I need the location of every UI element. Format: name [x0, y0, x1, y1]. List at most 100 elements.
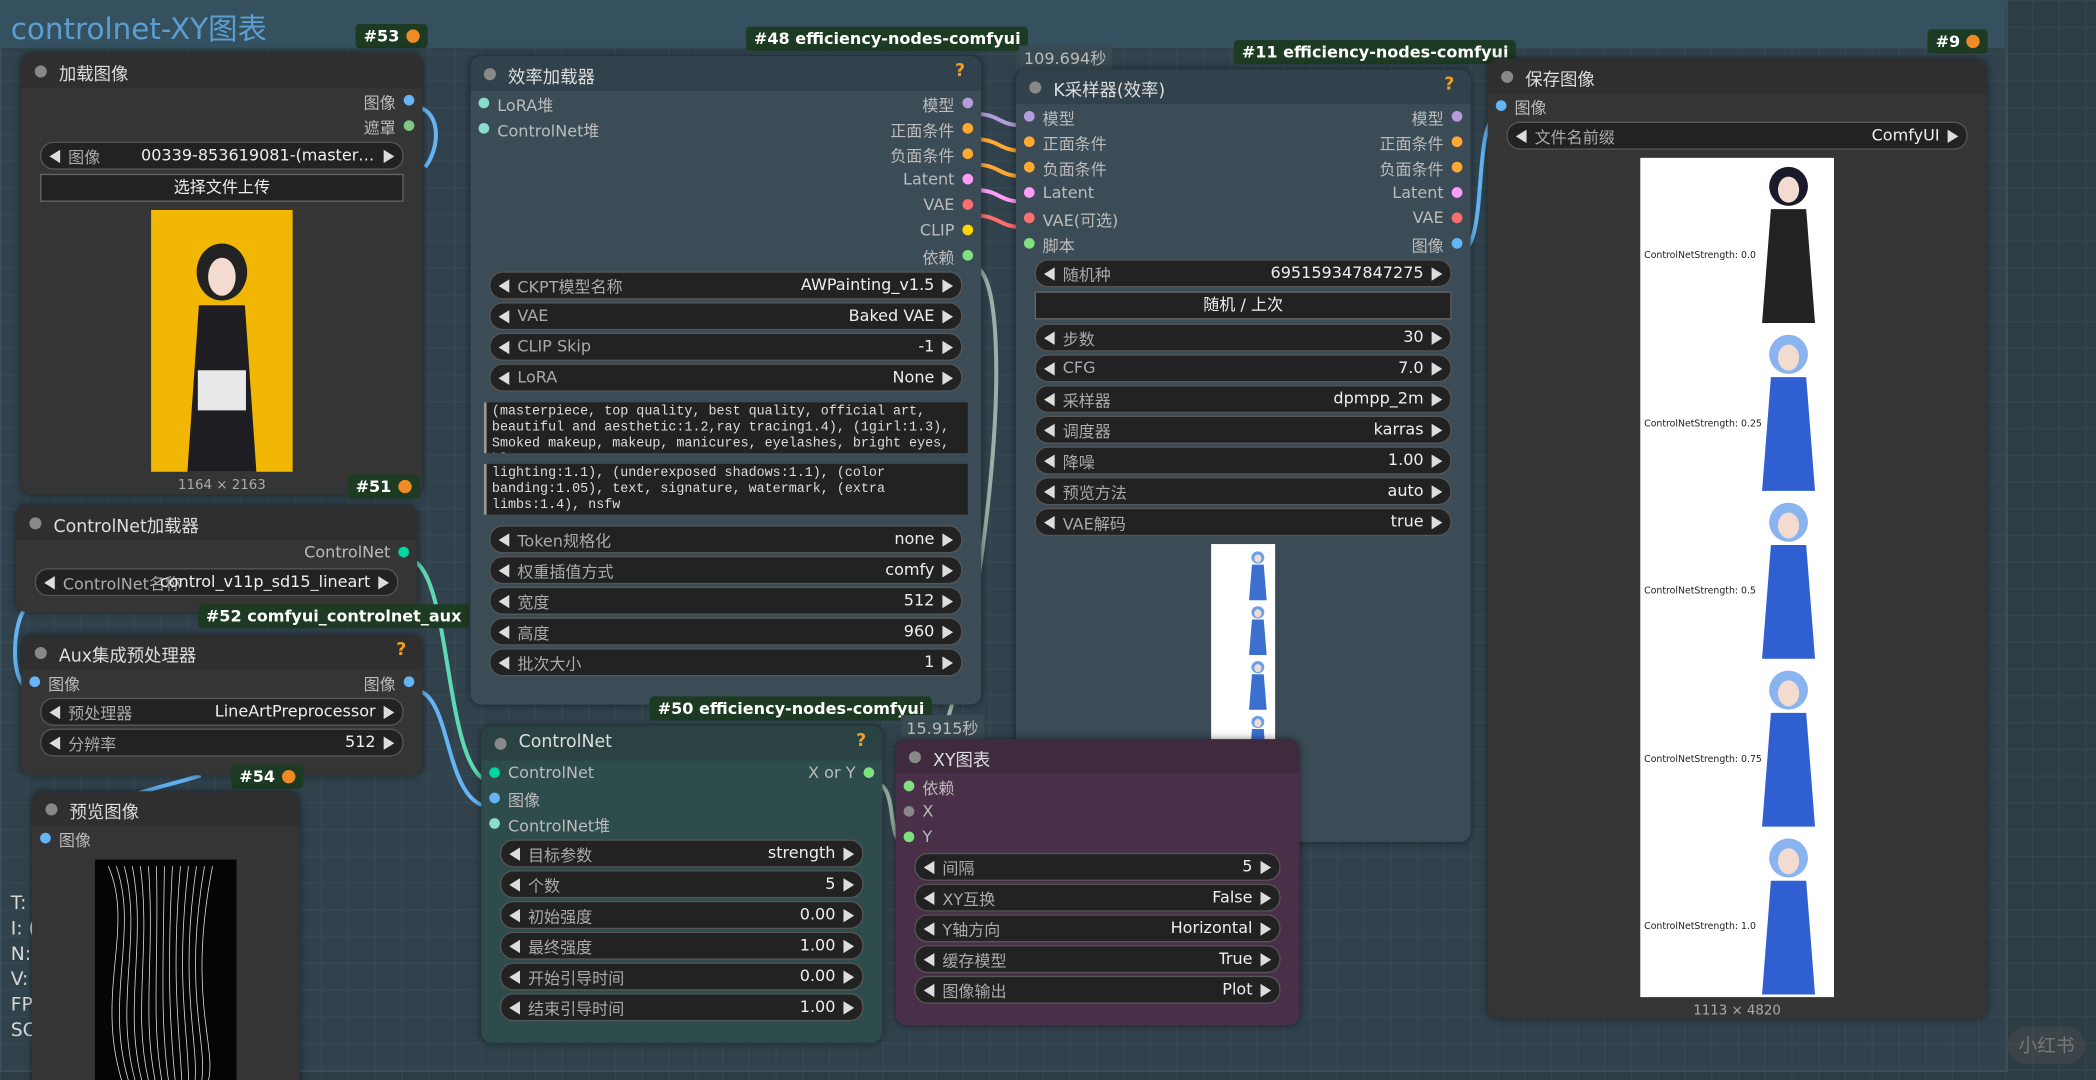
image-shape: [1254, 664, 1262, 673]
widget[interactable]: VAE Baked VAE: [489, 302, 963, 331]
button[interactable]: 随机 / 上次: [1034, 291, 1452, 320]
slot-dot: [1023, 161, 1035, 173]
image-size: 1113 × 4820: [1693, 1003, 1781, 1019]
help-icon[interactable]: ?: [1444, 74, 1455, 95]
output-slot: Latent: [903, 169, 955, 189]
image-shape: [147, 866, 156, 1080]
output-slot: 图像: [1411, 236, 1444, 256]
widget[interactable]: 高度 960: [489, 617, 963, 646]
widget-label: 分辨率: [68, 735, 117, 754]
input-slot: VAE(可选): [1042, 211, 1119, 230]
help-icon[interactable]: ?: [396, 640, 407, 661]
widget[interactable]: ControlNet名称 control_v11p_sd15_lineart: [34, 568, 399, 597]
image-shape: [169, 866, 176, 1080]
widget-label: 权重插值方式: [517, 562, 614, 582]
widget-label: 预览方法: [1062, 483, 1127, 503]
widget-value: 1.00: [1387, 450, 1424, 470]
node-header: ControlNet?: [481, 725, 883, 761]
arrow-left: [509, 939, 520, 954]
help-icon[interactable]: ?: [856, 731, 867, 752]
widget[interactable]: 文件名前缀 ComfyUI: [1506, 121, 1968, 150]
widget[interactable]: 目标参数 strength: [499, 839, 864, 868]
widget[interactable]: 图像 00339-853619081-(masterpiece, t…: [40, 141, 404, 170]
arrow-right: [1260, 922, 1272, 936]
arrow-right: [1431, 515, 1443, 530]
arrow-left: [1043, 423, 1055, 438]
badge-icon: [1966, 34, 1981, 49]
widget-value: control_v11p_sd15_lineart: [159, 572, 371, 591]
arrow-right: [1431, 331, 1443, 345]
node-title: 加载图像: [58, 65, 129, 86]
arrow-left: [498, 533, 510, 547]
arrow-left: [923, 983, 935, 998]
widget-value: 1: [924, 652, 935, 672]
widget[interactable]: CKPT模型名称 AWPainting_v1.5: [489, 271, 963, 300]
widget[interactable]: 批次大小 1: [489, 648, 963, 677]
widget[interactable]: 个数 5: [499, 870, 864, 899]
arrow-left: [498, 564, 510, 578]
widget[interactable]: 初始强度 0.00: [499, 900, 864, 930]
node: ControlNet? ControlNet X or Y 图像 ControlNet堆…: [481, 725, 883, 1043]
node-header: 预览图像: [32, 791, 300, 827]
widget[interactable]: 降噪 1.00: [1034, 446, 1452, 475]
widget[interactable]: LoRA None: [489, 363, 963, 392]
arrow-left: [509, 847, 520, 861]
node-badge: #53: [355, 24, 428, 49]
arrow-right: [1431, 392, 1443, 407]
slot-dot: [1023, 212, 1035, 224]
slot-row: Y: [896, 825, 1300, 850]
node: 效率加载器? LoRA堆 模型 ControlNet堆 正面条件 负面条件 Latent VA…: [470, 56, 982, 705]
widget[interactable]: 调度器 karras: [1034, 415, 1452, 444]
prompt-text[interactable]: lighting:1.1), (underexposed shadows:1.1…: [483, 463, 968, 515]
slot-dot: [1023, 110, 1035, 122]
widget[interactable]: Y轴方向 Horizontal: [914, 914, 1281, 943]
widget[interactable]: 宽度 512: [489, 586, 963, 615]
widget[interactable]: XY互换 False: [914, 883, 1281, 912]
help-icon[interactable]: ?: [955, 61, 966, 82]
slot-dot: [1023, 136, 1035, 148]
run-time: 15.915秒: [900, 715, 984, 741]
widget[interactable]: 结束引导时间 1.00: [499, 993, 864, 1022]
widget-value: 695159347847275: [1270, 263, 1424, 283]
widget[interactable]: 最终强度 1.00: [499, 931, 864, 960]
widget-label: XY互换: [942, 890, 996, 909]
widget[interactable]: 采样器 dpmpp_2m: [1034, 384, 1452, 414]
output-slot: 图像: [363, 93, 396, 113]
widget[interactable]: Token规格化 none: [489, 525, 963, 554]
arrow-right: [942, 594, 954, 609]
slot-row: ControlNet堆: [481, 811, 882, 836]
image-shape: [1762, 544, 1816, 659]
widget[interactable]: CFG 7.0: [1034, 354, 1452, 383]
image-shape: [201, 866, 213, 1080]
widget-label: VAE: [517, 306, 549, 325]
arrow-left: [49, 149, 61, 164]
widget[interactable]: CLIP Skip -1: [489, 332, 963, 361]
image-shape: [1777, 176, 1800, 203]
arrow-left: [1043, 331, 1055, 345]
link: [405, 556, 494, 784]
arrow-left: [509, 970, 520, 984]
widget-label: 批次大小: [517, 654, 582, 674]
widget[interactable]: 图像输出 Plot: [914, 975, 1281, 1004]
widget[interactable]: 预处理器 LineArtPreprocessor: [40, 697, 404, 726]
widget[interactable]: VAE解码 true: [1034, 507, 1452, 537]
widget[interactable]: 开始引导时间 0.00: [499, 962, 864, 991]
arrow-left: [923, 922, 935, 936]
widget-value: 1.00: [799, 997, 836, 1016]
widget[interactable]: 步数 30: [1034, 323, 1452, 352]
node-dot: [483, 68, 496, 81]
widget[interactable]: 随机种 695159347847275: [1034, 259, 1452, 288]
widget[interactable]: 预览方法 auto: [1034, 477, 1452, 506]
slot-dot: [962, 122, 974, 134]
widget[interactable]: 分辨率 512: [40, 728, 404, 757]
slot-dot: [403, 676, 415, 688]
button[interactable]: 选择文件上传: [40, 173, 404, 202]
widget[interactable]: 缓存模型 True: [914, 945, 1281, 974]
node-title: ControlNet加载器: [53, 517, 199, 538]
arrow-right: [378, 576, 389, 590]
arrow-right: [942, 656, 954, 670]
prompt-text[interactable]: (masterpiece, top quality, best quality,…: [483, 402, 968, 454]
slot-dot: [962, 249, 974, 261]
widget[interactable]: 权重插值方式 comfy: [489, 556, 963, 585]
widget[interactable]: 间隔 5: [914, 852, 1281, 881]
